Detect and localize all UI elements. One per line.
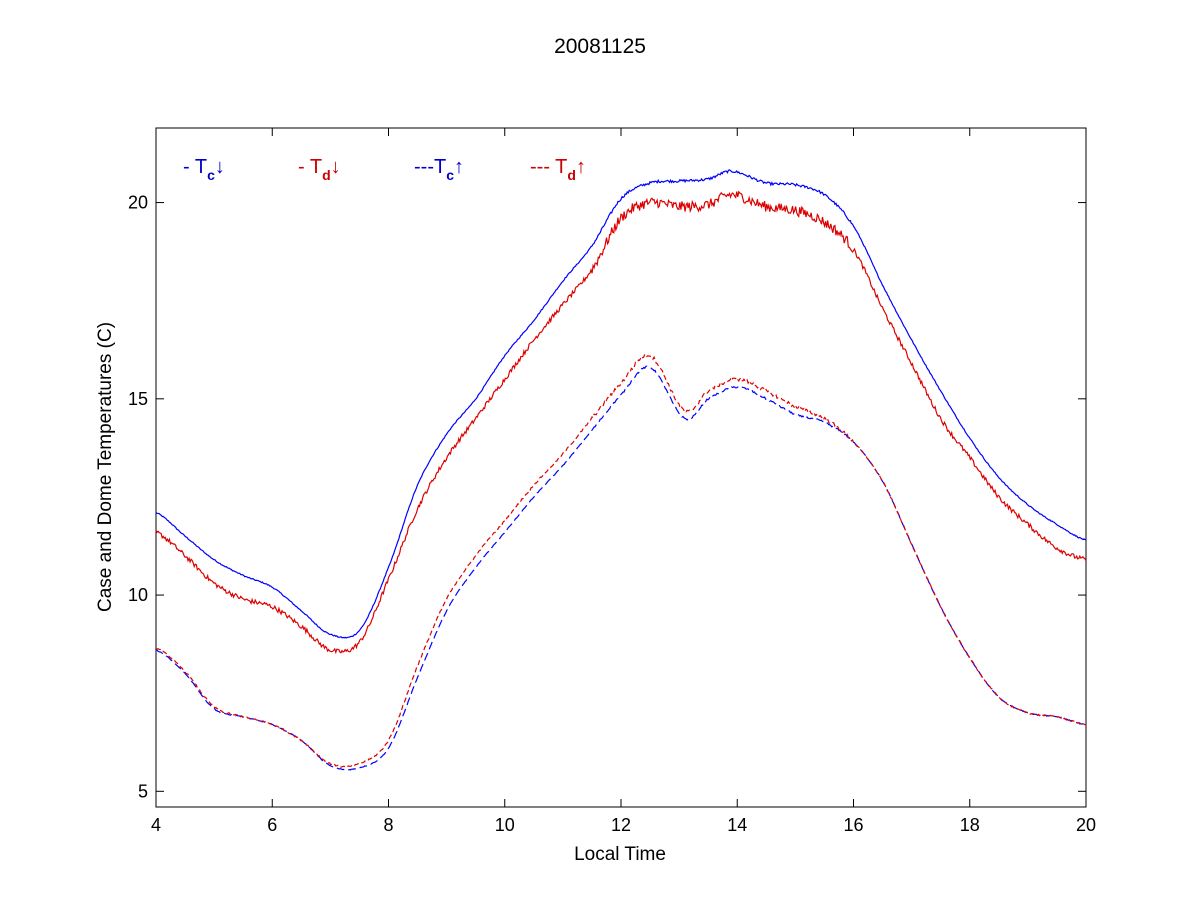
legend: - Tc↓ - Td↓ ---Tc↑ --- Td↑	[183, 156, 586, 183]
x-tick-label: 8	[383, 815, 393, 835]
chart-title: 20081125	[554, 35, 646, 58]
y-tick-label: 10	[128, 585, 148, 605]
legend-prefix: - T	[298, 156, 322, 178]
x-tick-label: 20	[1076, 815, 1096, 835]
legend-arrow: ↓	[331, 156, 341, 178]
axis-ticks: 4 6 8 10 12 14 16 18 20 5 10 15 20	[128, 128, 1096, 835]
legend-entry-1: - Tc↓	[183, 156, 225, 183]
legend-subscript: c	[207, 167, 215, 183]
legend-arrow: ↑	[576, 156, 586, 178]
legend-entry-3: ---Tc↑	[414, 156, 464, 183]
y-tick-label: 15	[128, 389, 148, 409]
x-tick-label: 16	[843, 815, 863, 835]
y-tick-label: 5	[138, 781, 148, 801]
x-tick-label: 10	[495, 815, 515, 835]
x-tick-label: 6	[267, 815, 277, 835]
legend-subscript: c	[446, 167, 454, 183]
x-tick-label: 14	[727, 815, 747, 835]
legend-prefix: ---T	[414, 156, 446, 178]
x-axis-label: Local Time	[574, 844, 666, 865]
legend-arrow: ↑	[454, 156, 464, 178]
legend-arrow: ↓	[215, 156, 225, 178]
series-line-4	[155, 352, 1087, 769]
x-tick-label: 12	[611, 815, 631, 835]
plot-area	[155, 127, 1087, 808]
y-tick-label: 20	[128, 193, 148, 213]
x-tick-label: 4	[151, 815, 161, 835]
legend-subscript: d	[567, 167, 576, 183]
series-line-3	[155, 365, 1087, 771]
x-tick-label: 18	[960, 815, 980, 835]
legend-subscript: d	[322, 167, 331, 183]
legend-prefix: - T	[183, 156, 207, 178]
legend-entry-2: - Td↓	[298, 156, 341, 183]
series-layer	[155, 169, 1087, 771]
series-line-2	[155, 190, 1087, 655]
series-line-1	[155, 169, 1087, 639]
y-axis-label: Case and Dome Temperatures (C)	[95, 322, 116, 612]
legend-prefix: --- T	[530, 156, 567, 178]
legend-entry-4: --- Td↑	[530, 156, 586, 183]
